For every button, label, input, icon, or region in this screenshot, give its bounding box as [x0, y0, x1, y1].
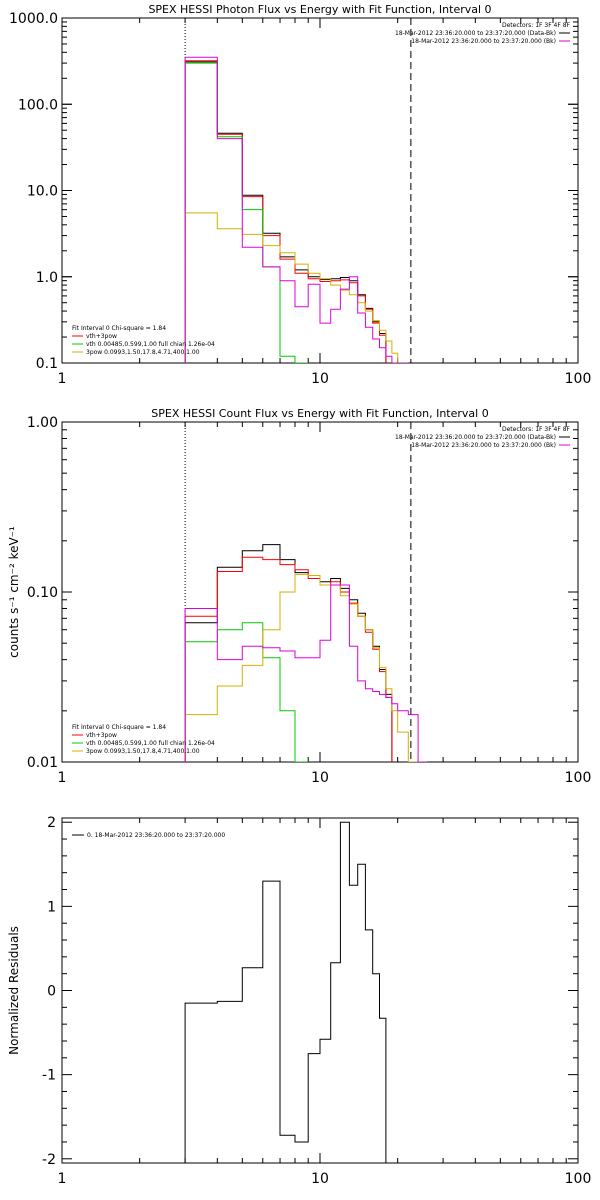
- panel2-ytick-label: 0.10: [27, 585, 58, 601]
- panel2-ylabel: counts s⁻¹ cm⁻² keV⁻¹: [7, 526, 21, 658]
- panel1-legend-label: 18-Mar-2012 23:36:20.000 to 23:37:20.000…: [411, 38, 556, 45]
- panel2-series-line-3: [184, 573, 419, 762]
- panel1-fit-label: vth+3pow: [86, 333, 117, 340]
- panel3-series-line-0: [184, 821, 398, 1163]
- panel1-legend-label: 18-Mar-2012 23:36:20.000 to 23:37:20.000…: [395, 30, 556, 37]
- panel1-xtick-label: 100: [565, 371, 592, 387]
- panel3-legend-label: 0. 18-Mar-2012 23:36:20.000 to 23:37:20.…: [87, 832, 225, 839]
- panel1-fit-header: Fit Interval 0 Chi-square = 1.84: [72, 325, 166, 332]
- panel3-ytick-label: -2: [42, 1152, 56, 1168]
- panel2-xtick-label: 10: [311, 770, 329, 786]
- panel1-ytick-label: 1000.0: [9, 11, 58, 27]
- panel2-xtick-label: 100: [565, 770, 592, 786]
- panel2-ytick-label: 1.00: [27, 415, 58, 431]
- panel3-ylabel: Normalized Residuals: [7, 926, 21, 1055]
- panel2-fit-label: vth 0.00485,0.599,1.00 full chian 1.26e-…: [86, 740, 215, 747]
- panel2-fit-label: vth+3pow: [86, 732, 117, 739]
- panel2-series-line-0: [184, 544, 393, 762]
- panel1-series-line-4: [184, 56, 409, 363]
- panel1-ytick-label: 10.0: [27, 184, 58, 200]
- panel2-series-line-1: [184, 556, 393, 762]
- panel3-ytick-label: 2: [47, 815, 56, 831]
- panel1-ytick-label: 100.0: [18, 97, 58, 113]
- panel3-ytick-label: 1: [47, 899, 56, 915]
- panel3-ytick-label: 0: [47, 984, 56, 1000]
- panel2-frame: [61, 421, 579, 763]
- panel1-fit-label: 3pow 0.0993,1.50,17.8,4.71,400,1.00: [86, 349, 200, 356]
- panel1-ytick-label: 1.0: [36, 270, 58, 286]
- panel3-frame: [61, 817, 579, 1164]
- panel1-series-line-0: [184, 61, 387, 363]
- panel3-xtick-label: 100: [565, 1171, 592, 1187]
- panel1-ytick-label: 0.1: [36, 356, 58, 372]
- panel1-series-line-3: [184, 212, 409, 363]
- panel2-xtick-label: 1: [58, 770, 67, 786]
- panel2-legend-label: 18-Mar-2012 23:36:20.000 to 23:37:20.000…: [395, 434, 556, 441]
- panel1-legend-header: Detectors: 1F 3F 4F 8F: [502, 22, 571, 29]
- panel1-fit-label: vth 0.00485,0.599,1.00 full chian 1.26e-…: [86, 341, 215, 348]
- panel2-series-line-4: [184, 584, 428, 762]
- panel2-ytick-label: 0.01: [27, 755, 58, 771]
- panel2-legend-header: Detectors: 1F 3F 4F 8F: [502, 426, 571, 433]
- panel1-xtick-label: 1: [58, 371, 67, 387]
- panel3-xtick-label: 1: [58, 1171, 67, 1187]
- panel2-fit-label: 3pow 0.0993,1.50,17.8,4.71,400,1.00: [86, 748, 200, 755]
- panel1-xtick-label: 10: [311, 371, 329, 387]
- panel2-title: SPEX HESSI Count Flux vs Energy with Fit…: [151, 407, 488, 420]
- panel3-xtick-label: 10: [311, 1171, 329, 1187]
- panel1-title: SPEX HESSI Photon Flux vs Energy with Fi…: [148, 3, 491, 16]
- panel2-legend-label: 18-Mar-2012 23:36:20.000 to 23:37:20.000…: [411, 442, 556, 449]
- panel2-fit-header: Fit Interval 0 Chi-square = 1.84: [72, 724, 166, 731]
- panel3-ytick-label: -1: [42, 1068, 56, 1084]
- panel1-series-line-1: [184, 60, 387, 363]
